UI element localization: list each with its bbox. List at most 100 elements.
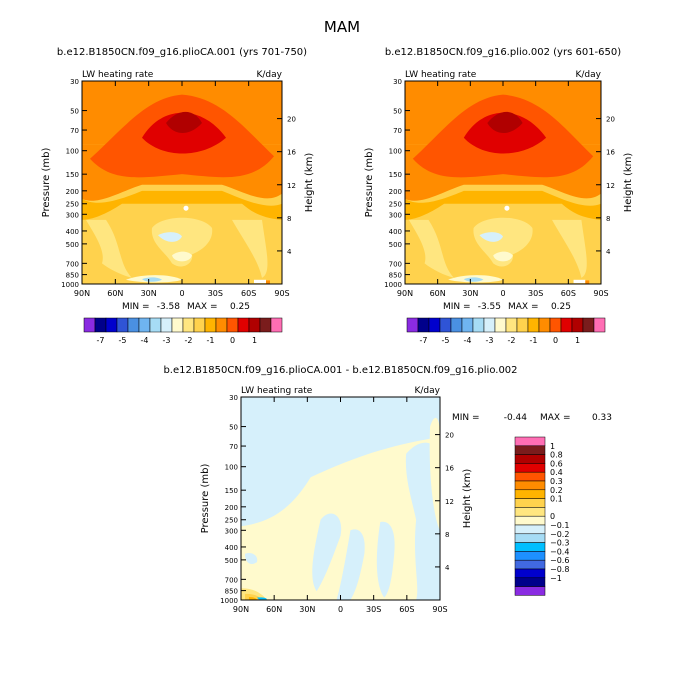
y-tick-label: 300 bbox=[66, 211, 79, 219]
colorbar-cell bbox=[494, 317, 507, 333]
right-string: K/day bbox=[415, 386, 441, 396]
x-tick-label: 30N bbox=[141, 289, 157, 298]
colorbar-difference: 10.80.60.40.30.20.1 0−0.1−0.2−0.3−0.4−0.6… bbox=[514, 436, 569, 596]
x-tick-label: 90N bbox=[233, 605, 249, 614]
y2-axis-label: Height (km) bbox=[462, 469, 473, 529]
colorbar-cell bbox=[582, 317, 595, 333]
colorbar-label: -4 bbox=[464, 336, 472, 345]
max-label: MAX = bbox=[508, 302, 539, 312]
colorbar-label: 1 bbox=[550, 442, 555, 451]
diff-upper-warm-patch bbox=[429, 417, 440, 531]
x-tick-label: 30N bbox=[462, 289, 478, 298]
y-tick-label: 50 bbox=[70, 108, 79, 116]
left-string: LW heating rate bbox=[82, 70, 154, 80]
y2-tick-label: 8 bbox=[287, 215, 291, 223]
colorbar-cell bbox=[105, 317, 118, 333]
x-tick-label: 90N bbox=[397, 289, 413, 298]
y-tick-label: 400 bbox=[66, 228, 79, 236]
colorbar-cell bbox=[138, 317, 151, 333]
colorbar-cell bbox=[406, 317, 419, 333]
colorbar-label: 0 bbox=[553, 336, 558, 345]
panel-title: b.e12.B1850CN.f09_g16.plioCA.001 (yrs 70… bbox=[57, 47, 307, 58]
panel-plio: b.e12.B1850CN.f09_g16.plio.002 (yrs 601-… bbox=[364, 47, 634, 312]
diff-surface-max bbox=[248, 596, 257, 600]
min-value: -3.55 bbox=[478, 302, 501, 312]
y2-tick-label: 20 bbox=[445, 432, 454, 440]
colorbar-label: −1 bbox=[550, 574, 562, 583]
y-tick-label: 70 bbox=[393, 127, 402, 135]
x-tick-label: 60N bbox=[266, 605, 282, 614]
colorbar-label: 0.8 bbox=[550, 451, 563, 460]
y-tick-label: 30 bbox=[229, 394, 238, 402]
field-lightband-east bbox=[232, 219, 268, 278]
colorbar-cell bbox=[483, 317, 496, 333]
colorbar-cell bbox=[514, 524, 546, 535]
min-label: MIN = bbox=[452, 413, 480, 423]
y-tick-label: 500 bbox=[66, 241, 79, 249]
colorbar-cell bbox=[514, 568, 546, 579]
panel-difference: b.e12.B1850CN.f09_g16.plioCA.001 - b.e12… bbox=[163, 365, 612, 614]
y-tick-label: 100 bbox=[66, 148, 79, 156]
colorbar-cell bbox=[116, 317, 129, 333]
colorbar-label: -1 bbox=[207, 336, 215, 345]
x-tick-label: 0 bbox=[179, 289, 184, 298]
colorbar-cell bbox=[83, 317, 96, 333]
colorbar-label: 1 bbox=[575, 336, 580, 345]
diff-surface-warmer bbox=[244, 593, 261, 600]
max-label: MAX = bbox=[187, 302, 218, 312]
y-tick-label: 1000 bbox=[61, 281, 79, 289]
left-string: LW heating rate bbox=[241, 386, 313, 396]
y-tick-label: 250 bbox=[225, 517, 238, 525]
field-dark-red bbox=[142, 112, 226, 154]
y-tick-label: 200 bbox=[225, 504, 238, 512]
y-tick-label: 1000 bbox=[384, 281, 402, 289]
y2-tick-label: 8 bbox=[445, 531, 449, 539]
colorbar-cell bbox=[514, 454, 546, 464]
colorbar-cell bbox=[450, 317, 463, 333]
field-upper-amber bbox=[405, 190, 601, 220]
field-dark-red bbox=[463, 112, 547, 154]
max-value: 0.25 bbox=[551, 302, 571, 312]
colorbar-cell bbox=[461, 317, 474, 333]
y2-tick-label: 20 bbox=[606, 116, 615, 124]
y-tick-label: 700 bbox=[66, 260, 79, 268]
colorbar-cell bbox=[514, 445, 546, 455]
colorbar-label: −0.4 bbox=[550, 547, 569, 556]
colorbar-cell bbox=[160, 317, 173, 333]
field-antarctic-edge bbox=[266, 280, 270, 284]
y2-tick-label: 16 bbox=[445, 465, 454, 473]
y-tick-label: 30 bbox=[70, 78, 79, 86]
field-lightband-west bbox=[86, 219, 132, 278]
x-tick-label: 30N bbox=[299, 605, 315, 614]
min-value: -0.44 bbox=[504, 413, 528, 423]
right-string: K/day bbox=[576, 70, 602, 80]
colorbar-cell bbox=[94, 317, 107, 333]
field-plume-core bbox=[158, 232, 182, 242]
colorbar-cell bbox=[439, 317, 452, 333]
colorbar-label: −0.6 bbox=[550, 556, 569, 565]
x-tick-label: 90S bbox=[432, 605, 447, 614]
y-tick-label: 100 bbox=[389, 148, 402, 156]
colorbar-label: 0 bbox=[550, 512, 555, 521]
y-tick-label: 250 bbox=[66, 201, 79, 209]
colorbar-cell bbox=[472, 317, 485, 333]
colorbar-label: -5 bbox=[442, 336, 450, 345]
colorbar-cell bbox=[259, 317, 272, 333]
colorbar-cell bbox=[538, 317, 551, 333]
left-string: LW heating rate bbox=[405, 70, 477, 80]
y-tick-label: 300 bbox=[389, 211, 402, 219]
y2-tick-label: 12 bbox=[606, 182, 615, 190]
colorbar-label: 0.1 bbox=[550, 495, 563, 504]
y-tick-label: 100 bbox=[225, 464, 238, 472]
diff-mid-stripe bbox=[336, 529, 365, 600]
colorbar-top: -7 -5 -4 -3 -2 -1 0 1 -7 -5 -4 -3 -2 -1 0 1 bbox=[83, 317, 606, 345]
x-tick-label: 60N bbox=[107, 289, 123, 298]
colorbar-label: 0.4 bbox=[550, 468, 563, 477]
y-tick-label: 850 bbox=[389, 272, 402, 280]
field-tropical-plume bbox=[151, 217, 213, 267]
y-tick-label: 250 bbox=[389, 201, 402, 209]
colorbar-cell bbox=[514, 586, 546, 596]
y-tick-label: 50 bbox=[229, 424, 238, 432]
colorbar-cell bbox=[560, 317, 573, 333]
